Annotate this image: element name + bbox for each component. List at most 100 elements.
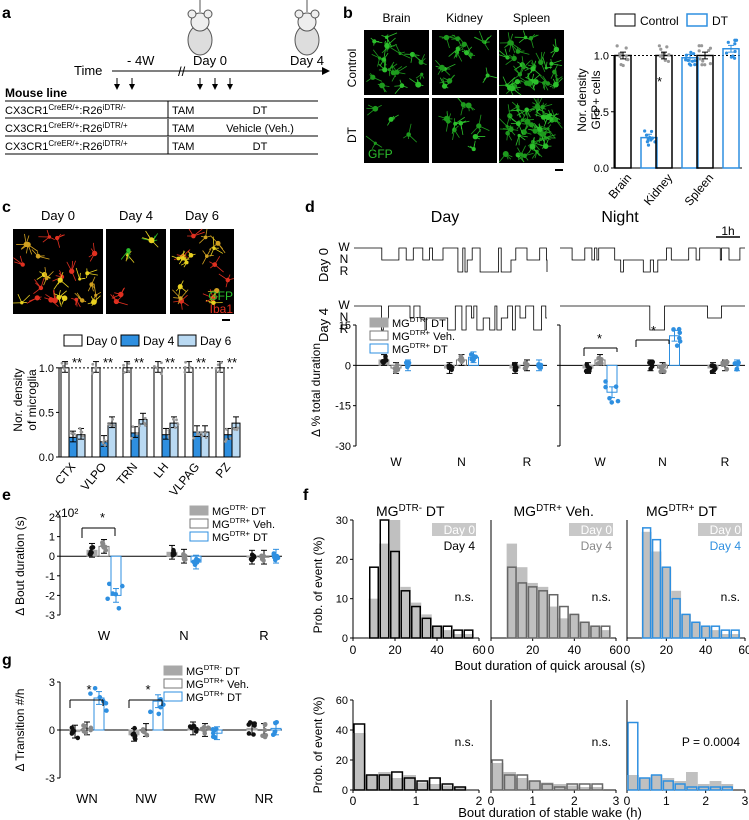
cell-process bbox=[552, 44, 557, 50]
cell-process bbox=[177, 298, 182, 305]
x-tick-label: N bbox=[457, 455, 466, 469]
x-tick-label: VLPO bbox=[78, 460, 109, 494]
cell-process bbox=[522, 30, 526, 38]
cell-process bbox=[446, 37, 450, 49]
cell-process bbox=[210, 235, 219, 244]
cell-process bbox=[207, 290, 217, 293]
data-point bbox=[736, 360, 741, 365]
cell-process bbox=[180, 300, 183, 310]
hist-day4 bbox=[369, 566, 379, 639]
legend-item: Day 6 bbox=[200, 334, 232, 348]
cell-process bbox=[401, 85, 408, 88]
cell-process bbox=[534, 130, 541, 137]
data-point bbox=[144, 732, 150, 738]
genotype-row-1: CX3CR1CreER/+:R26iDTR/+ bbox=[5, 121, 128, 135]
cell-process bbox=[58, 297, 62, 307]
data-point bbox=[201, 724, 207, 730]
b-y-tick-label: 0.0 bbox=[594, 163, 609, 175]
hist-day0 bbox=[390, 778, 404, 790]
data-point bbox=[91, 371, 94, 375]
data-point bbox=[116, 606, 122, 611]
cell-process bbox=[111, 294, 121, 299]
cell-process bbox=[178, 251, 186, 259]
x-tick-label: 0 bbox=[488, 794, 495, 808]
ylabel-quick: Prob. of event (%) bbox=[311, 537, 325, 634]
cell-process bbox=[447, 113, 452, 122]
data-point bbox=[263, 732, 269, 738]
legend-day0: Day 0 bbox=[710, 523, 742, 537]
cell-process bbox=[388, 69, 391, 77]
cell-process bbox=[53, 293, 65, 299]
cell-process bbox=[442, 118, 447, 121]
cell-process bbox=[511, 101, 518, 108]
data-point bbox=[689, 63, 693, 67]
data-point bbox=[176, 423, 180, 426]
micrograph-row-label: DT bbox=[345, 126, 359, 143]
cell-process bbox=[547, 113, 559, 118]
data-point bbox=[585, 364, 590, 369]
cell-process bbox=[381, 85, 386, 93]
cell-process bbox=[457, 43, 465, 48]
cell-process bbox=[543, 82, 549, 91]
hist-day4 bbox=[721, 786, 733, 791]
cell-process bbox=[66, 261, 73, 272]
data-point bbox=[127, 362, 131, 365]
cell-process bbox=[468, 105, 474, 111]
cell-process bbox=[384, 40, 388, 46]
x-tick-label: LH bbox=[151, 460, 172, 481]
data-point bbox=[148, 709, 153, 715]
x-tick-label: R bbox=[721, 455, 730, 469]
test-result: n.s. bbox=[455, 735, 474, 749]
data-point bbox=[88, 725, 94, 731]
cell-process bbox=[77, 297, 83, 301]
bar-LH-Day 0 bbox=[153, 367, 163, 458]
data-point bbox=[103, 547, 109, 553]
data-point bbox=[734, 367, 740, 372]
hist-day0 bbox=[627, 775, 639, 790]
panel-f: f MGDTR- DT MGDTR+ Veh. MGDTR+ DT Prob. of e… bbox=[303, 487, 749, 820]
hist-day4 bbox=[421, 617, 432, 639]
hist-day4 bbox=[691, 621, 701, 639]
data-point bbox=[127, 369, 130, 373]
cell-process bbox=[532, 60, 537, 69]
cell-process bbox=[75, 267, 81, 280]
cell-process bbox=[37, 297, 42, 300]
scale-label: 1h bbox=[721, 224, 734, 238]
data-point bbox=[513, 367, 519, 373]
cell-process bbox=[532, 141, 540, 151]
data-point bbox=[701, 59, 705, 63]
cell-process bbox=[513, 81, 516, 87]
data-point bbox=[473, 354, 479, 360]
data-point bbox=[720, 360, 726, 366]
hist-day0 bbox=[410, 602, 422, 638]
cell-process bbox=[365, 135, 376, 144]
cell-process bbox=[85, 273, 88, 279]
legend-swatch bbox=[120, 334, 140, 347]
data-point bbox=[90, 545, 96, 550]
cell-process bbox=[59, 272, 64, 281]
data-point bbox=[618, 54, 622, 59]
cell-process bbox=[71, 260, 76, 272]
mouse-ear bbox=[294, 9, 304, 19]
data-point bbox=[79, 430, 83, 434]
cell-process bbox=[79, 272, 81, 280]
cell-process bbox=[409, 78, 419, 85]
cell-process bbox=[553, 84, 557, 89]
cell-process bbox=[392, 72, 397, 78]
e-y-tick-label: 1 bbox=[49, 532, 55, 544]
data-point bbox=[183, 370, 187, 374]
cell-process bbox=[396, 71, 406, 75]
cell-process bbox=[176, 254, 184, 257]
data-point bbox=[665, 45, 669, 49]
cell-process bbox=[396, 65, 407, 73]
x-tick-label: 0 bbox=[350, 794, 357, 808]
legend-day0-bg bbox=[569, 523, 613, 536]
cell-process bbox=[533, 139, 541, 145]
data-point bbox=[171, 547, 176, 553]
cell-process bbox=[399, 79, 403, 86]
hist-day0 bbox=[638, 778, 651, 790]
cell-process bbox=[517, 61, 523, 66]
cell-process bbox=[205, 297, 214, 303]
cell-process bbox=[225, 279, 229, 288]
